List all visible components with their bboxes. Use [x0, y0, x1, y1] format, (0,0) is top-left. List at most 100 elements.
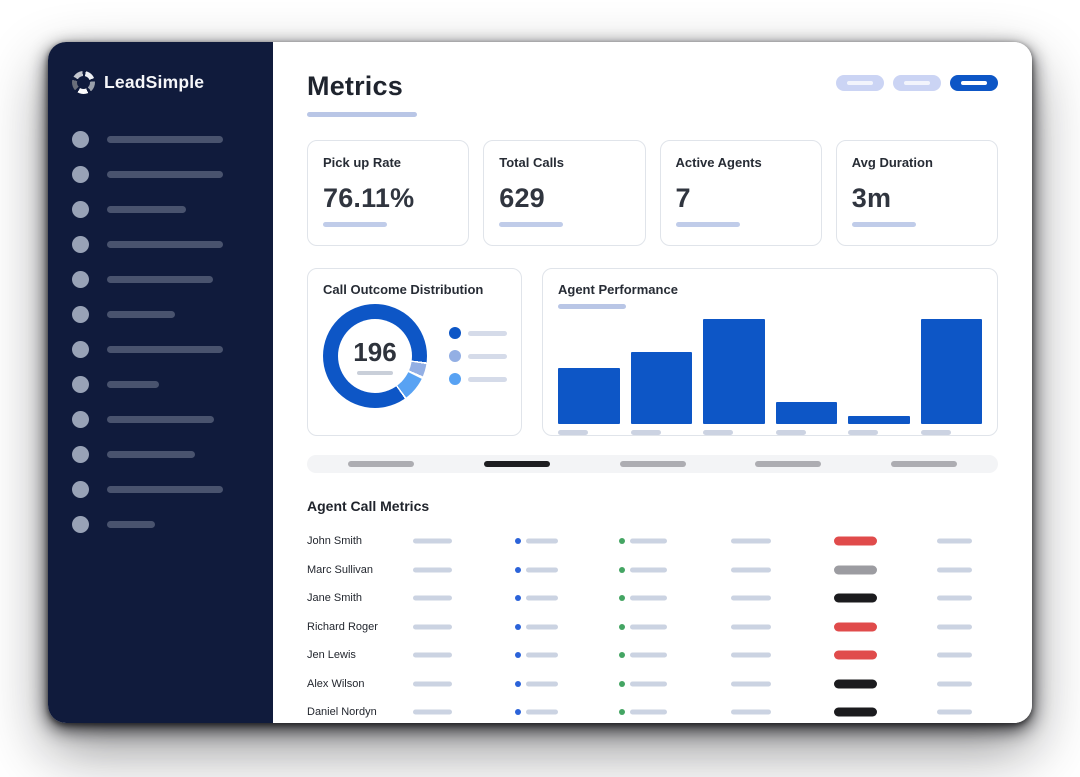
page-title: Metrics [307, 71, 403, 101]
metric-bar-placeholder [731, 567, 771, 573]
bar-axis-label-placeholder [848, 430, 878, 435]
table-row-2: Marc Sullivan [307, 556, 998, 585]
chart-tab-1[interactable] [348, 461, 414, 467]
metric-bar-placeholder [526, 624, 558, 630]
metric-bar-placeholder [937, 624, 972, 630]
agent-name: Richard Roger [307, 620, 378, 633]
chart-tab-5[interactable] [891, 461, 957, 467]
legend-dot-outcome-tertiary [449, 373, 461, 385]
bar-axis-label-placeholder [558, 430, 588, 435]
bar-axis-label-placeholder [920, 430, 951, 435]
metric-bar-placeholder [413, 624, 452, 630]
stat-label: Avg Duration [851, 155, 933, 170]
bar-3 [703, 319, 765, 424]
green-status-dot [619, 652, 625, 659]
blue-status-dot [515, 566, 521, 573]
stat-value: 3m [851, 183, 892, 213]
sidebar-item-1[interactable] [72, 131, 273, 148]
bar-chart-title: Agent Performance [558, 282, 678, 297]
sidebar-item-4[interactable] [72, 236, 273, 253]
sidebar-item-10[interactable] [72, 446, 273, 463]
metric-bar-placeholder [630, 567, 667, 573]
sidebar-item-9[interactable] [72, 411, 273, 428]
filter-pill-2[interactable] [893, 75, 941, 91]
metric-bar-placeholder [630, 681, 667, 687]
sidebar-item-11[interactable] [72, 481, 273, 498]
filter-pill-3-active[interactable] [950, 75, 998, 91]
sidebar-item-label-placeholder [107, 276, 213, 283]
metric-bar-placeholder [731, 595, 771, 601]
metric-bar-placeholder [630, 709, 667, 715]
metric-bar-placeholder [630, 595, 667, 601]
status-pill [834, 565, 877, 575]
blue-status-dot [515, 680, 521, 687]
sidebar-item-6[interactable] [72, 306, 273, 323]
filter-pill-label-placeholder [847, 81, 873, 85]
status-pill [834, 536, 877, 546]
metric-bar-placeholder [526, 681, 558, 687]
sidebar-item-label-placeholder [107, 311, 175, 318]
filter-pill-label-placeholder [904, 81, 930, 85]
metric-bar-placeholder [731, 681, 771, 687]
agent-call-metrics-table: John Smith Marc Sullivan Jane Smith Richard… [307, 527, 998, 723]
sidebar-item-icon-placeholder [72, 201, 89, 218]
bar-2 [630, 352, 692, 424]
bar-column-5 [848, 313, 910, 435]
status-pill [834, 650, 877, 660]
chart-tab-4[interactable] [755, 461, 822, 467]
sidebar-item-8[interactable] [72, 376, 273, 393]
sidebar: LeadSimple [48, 42, 273, 723]
sidebar-item-label-placeholder [107, 206, 186, 213]
stat-card-pick-up-rate: Pick up Rate 76.11% [307, 140, 470, 246]
sidebar-item-icon-placeholder [72, 236, 89, 253]
sidebar-item-7[interactable] [72, 341, 273, 358]
bar-chart-title-underline [558, 304, 626, 309]
filter-pill-1[interactable] [836, 75, 884, 91]
blue-status-dot [515, 709, 521, 716]
leadsimple-logo-icon [72, 70, 95, 94]
table-row-7: Daniel Nordyn [307, 698, 998, 723]
logo-row: LeadSimple [72, 69, 273, 95]
sidebar-item-3[interactable] [72, 201, 273, 218]
bar-6 [920, 319, 982, 424]
sidebar-item-icon-placeholder [72, 166, 89, 183]
sidebar-item-label-placeholder [107, 416, 214, 423]
stat-label: Total Calls [499, 155, 565, 170]
metric-bar-placeholder [526, 538, 558, 544]
donut-chart-title: Call Outcome Distribution [323, 282, 484, 297]
bar-axis-label-placeholder [630, 430, 661, 435]
stat-label: Pick up Rate [323, 155, 402, 170]
blue-status-dot [515, 652, 521, 659]
agent-performance-card: Agent Performance [542, 268, 998, 436]
sidebar-item-5[interactable] [72, 271, 273, 288]
metric-bar-placeholder [413, 538, 452, 544]
metric-bar-placeholder [630, 652, 667, 658]
table-title: Agent Call Metrics [307, 498, 430, 514]
sidebar-item-icon-placeholder [72, 306, 89, 323]
metric-bar-placeholder [630, 624, 667, 630]
metric-bar-placeholder [413, 652, 452, 658]
filter-pill-label-placeholder [961, 81, 987, 85]
sidebar-item-12[interactable] [72, 516, 273, 533]
sidebar-item-label-placeholder [107, 486, 223, 493]
agent-name: John Smith [307, 535, 363, 548]
donut-chart-area: 196 [323, 304, 507, 408]
chart-pagination-strip [307, 455, 998, 473]
sidebar-item-label-placeholder [107, 521, 155, 528]
donut-center: 196 [338, 319, 412, 393]
chart-tab-3[interactable] [619, 461, 686, 467]
stat-value: 76.11% [323, 183, 415, 213]
sidebar-item-icon-placeholder [72, 516, 89, 533]
sidebar-item-icon-placeholder [72, 446, 89, 463]
metric-bar-placeholder [526, 652, 558, 658]
legend-dot-outcome-secondary [449, 350, 461, 362]
bar-5 [848, 416, 910, 424]
sidebar-item-label-placeholder [107, 381, 159, 388]
chart-tab-2-active[interactable] [483, 461, 550, 467]
metric-bar-placeholder [731, 709, 771, 715]
blue-status-dot [515, 595, 521, 602]
sidebar-item-2[interactable] [72, 166, 273, 183]
stat-card-avg-duration: Avg Duration 3m [835, 140, 998, 246]
bar-column-2 [630, 313, 692, 435]
table-row-3: Jane Smith [307, 584, 998, 613]
